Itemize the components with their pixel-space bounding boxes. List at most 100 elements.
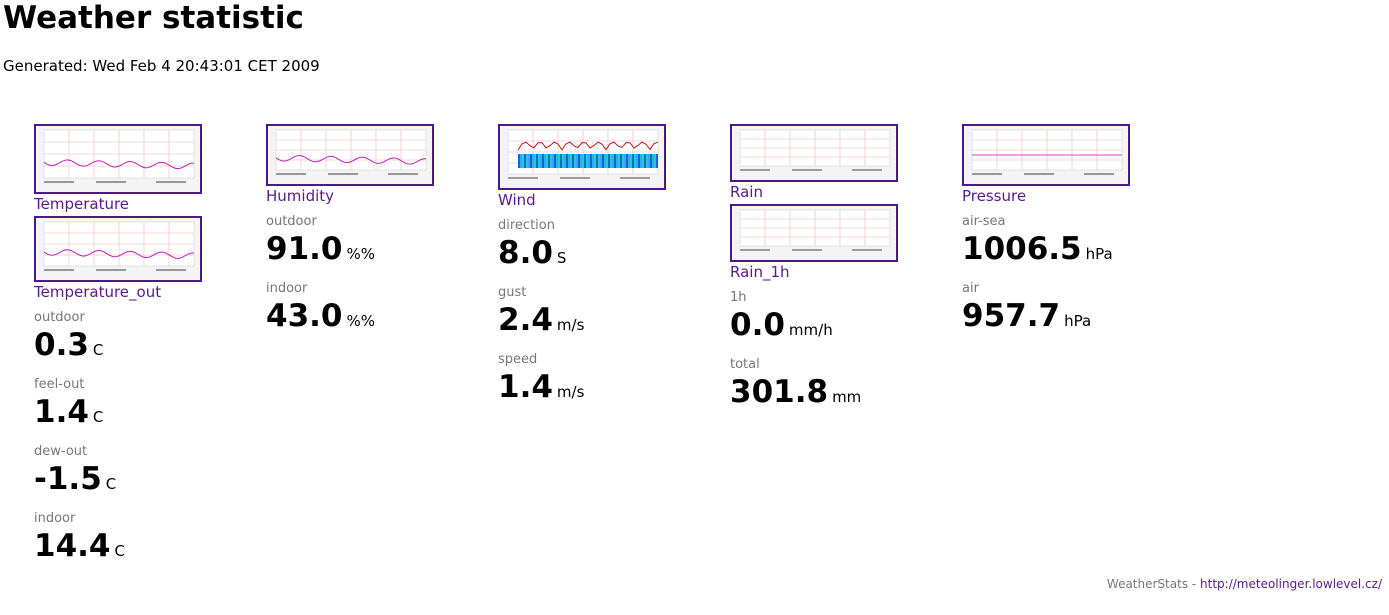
graph-decoration xyxy=(596,154,598,168)
graph-decoration xyxy=(638,154,640,168)
graph-thumbnail[interactable] xyxy=(962,124,1130,186)
graph-decoration xyxy=(156,181,186,183)
graph-decoration xyxy=(544,154,546,168)
reading: 91.0%% xyxy=(266,230,486,273)
graph-decoration xyxy=(536,154,538,168)
graph-decoration xyxy=(634,154,636,168)
reading-value: 8.0 xyxy=(498,235,553,271)
graph-decoration xyxy=(522,154,524,168)
reading-label: indoor xyxy=(34,511,76,526)
reading-unit: C xyxy=(92,408,104,426)
graph-link[interactable]: Pressure xyxy=(962,187,1027,205)
reading: 14.4 C xyxy=(34,527,254,570)
reading-label: 1h xyxy=(730,290,747,305)
graph-decoration xyxy=(604,154,606,168)
footer-link[interactable]: http://meteolinger.lowlevel.cz/ xyxy=(1200,577,1382,591)
graph-decoration xyxy=(508,177,538,179)
graph-decoration xyxy=(618,154,620,168)
graph-decoration xyxy=(550,154,552,168)
page-title: Weather statistic xyxy=(3,0,304,36)
reading-value: 1006.5 xyxy=(962,231,1082,267)
graph-thumbnail[interactable] xyxy=(266,124,434,186)
graph-decoration xyxy=(652,154,654,168)
graph-decoration xyxy=(542,154,544,168)
graph-image xyxy=(43,221,195,271)
reading-label: outdoor xyxy=(34,310,85,325)
reading-value: 957.7 xyxy=(962,298,1061,334)
reading-unit: mm/h xyxy=(788,321,833,339)
graph-decoration xyxy=(584,154,586,168)
graph-thumbnail[interactable] xyxy=(34,216,202,282)
graph-image xyxy=(971,129,1123,175)
reading: 2.4 m/s xyxy=(498,301,718,344)
reading-label: dew-out xyxy=(34,444,88,459)
graph-decoration xyxy=(558,154,560,168)
graph-thumbnail[interactable] xyxy=(34,124,202,194)
graph-decoration xyxy=(616,154,618,168)
reading-unit: m/s xyxy=(556,383,585,401)
reading-label: feel-out xyxy=(34,377,85,392)
reading-value: 2.4 xyxy=(498,302,553,338)
reading: 957.7 hPa xyxy=(962,297,1182,340)
reading-value: 43.0 xyxy=(266,298,343,334)
graph-decoration xyxy=(532,154,534,168)
reading-unit: %% xyxy=(346,312,376,330)
graph-image xyxy=(507,129,659,179)
graph-decoration xyxy=(518,154,520,168)
graph-thumbnail[interactable] xyxy=(730,124,898,182)
graph-decoration xyxy=(574,154,576,168)
graph-decoration xyxy=(570,154,572,168)
graph-decoration xyxy=(276,173,306,175)
graph-link[interactable]: Rain xyxy=(730,183,763,201)
footer-text: WeatherStats - xyxy=(1106,577,1201,591)
graph-decoration xyxy=(524,154,526,168)
graph-decoration xyxy=(540,154,542,168)
graph-decoration xyxy=(96,181,126,183)
graph-decoration xyxy=(538,154,540,168)
graph-decoration xyxy=(622,154,624,168)
graph-decoration xyxy=(602,154,604,168)
reading: 0.0 mm/h xyxy=(730,306,950,349)
graph-decoration xyxy=(586,154,588,168)
graph-link[interactable]: Temperature_out xyxy=(34,283,162,301)
graph-link[interactable]: Rain_1h xyxy=(730,263,790,281)
graph-decoration xyxy=(632,154,634,168)
graph-decoration xyxy=(328,173,358,175)
graph-thumbnail[interactable] xyxy=(498,124,666,190)
graph-decoration xyxy=(644,154,646,168)
graph-decoration xyxy=(576,154,578,168)
graph-decoration xyxy=(156,269,186,271)
reading: 0.3 C xyxy=(34,326,254,369)
graph-link[interactable]: Temperature xyxy=(34,195,130,213)
graph-decoration xyxy=(546,154,548,168)
reading-label: total xyxy=(730,357,760,372)
graph-decoration xyxy=(582,154,584,168)
graph-decoration xyxy=(560,154,562,168)
graph-decoration xyxy=(548,154,550,168)
graph-link[interactable]: Wind xyxy=(498,191,536,209)
graph-decoration xyxy=(608,154,610,168)
graph-decoration xyxy=(556,154,558,168)
graph-decoration xyxy=(554,154,556,168)
graph-thumbnail[interactable] xyxy=(730,204,898,262)
graph-decoration xyxy=(624,154,626,168)
graph-decoration xyxy=(598,154,600,168)
footer: WeatherStats - http://meteolinger.lowlev… xyxy=(1107,577,1382,591)
graph-decoration xyxy=(636,154,638,168)
reading: 301.8 mm xyxy=(730,373,950,416)
graph-decoration xyxy=(96,269,126,271)
graph-decoration xyxy=(740,249,770,251)
reading-unit: C xyxy=(114,542,125,560)
graph-link[interactable]: Humidity xyxy=(266,187,335,205)
graph-decoration xyxy=(568,154,570,168)
graph-decoration xyxy=(646,154,648,168)
graph-decoration xyxy=(606,154,608,168)
reading: 1006.5 hPa xyxy=(962,230,1182,273)
column: Rain Rain_1h 1h 0.0 mm/h total 301.8 mm xyxy=(730,124,950,416)
graph-decoration xyxy=(654,154,656,168)
reading: -1.5 C xyxy=(34,460,254,503)
reading-unit: C xyxy=(92,341,104,359)
graph-decoration xyxy=(275,155,427,165)
reading-label: air-sea xyxy=(962,214,1006,229)
